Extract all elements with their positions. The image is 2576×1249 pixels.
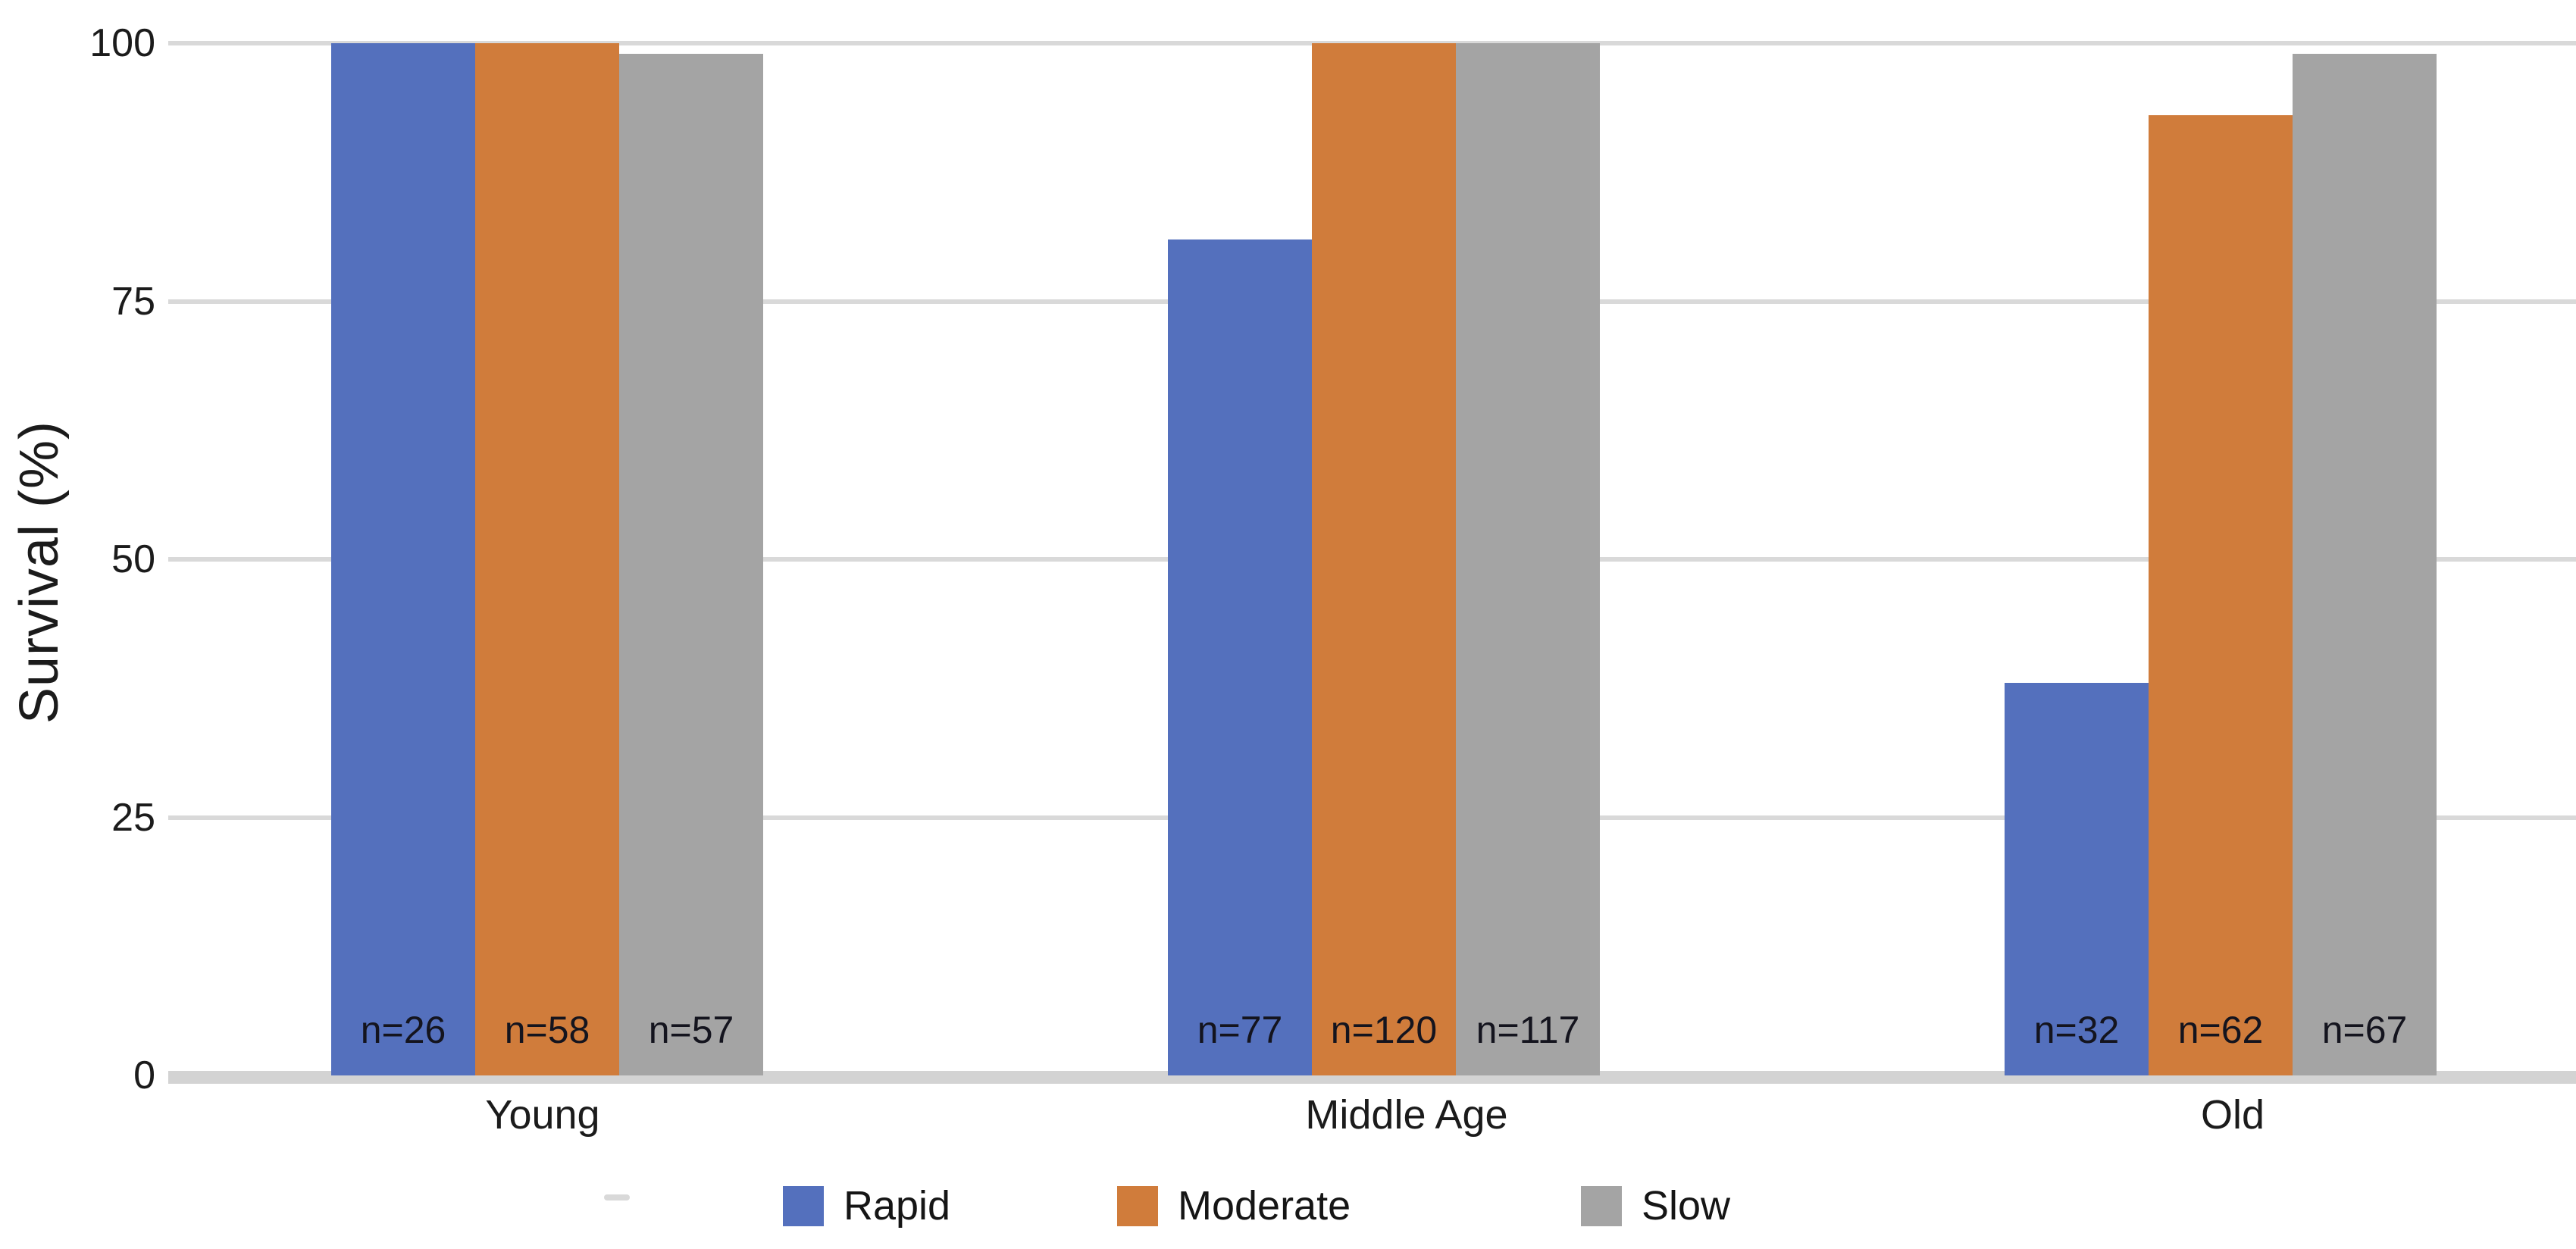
legend-swatch-rapid xyxy=(783,1186,824,1226)
y-tick-label-100: 100 xyxy=(89,21,155,65)
n-count-label: n=26 xyxy=(360,1009,446,1051)
n-count-label: n=117 xyxy=(1476,1009,1580,1051)
legend-swatch-moderate xyxy=(1117,1186,1158,1226)
n-count-label: n=58 xyxy=(504,1009,590,1051)
n-count-label: n=32 xyxy=(2033,1009,2120,1051)
bar-old-moderate xyxy=(2149,115,2293,1075)
y-tick-label-50: 50 xyxy=(111,537,155,581)
bar-young-rapid xyxy=(331,43,475,1075)
y-tick-label-25: 25 xyxy=(111,796,155,840)
x-category-label-young: Young xyxy=(485,1092,600,1138)
n-count-label: n=77 xyxy=(1197,1009,1283,1051)
legend-label-slow: Slow xyxy=(1642,1183,1731,1229)
n-count-label: n=120 xyxy=(1330,1009,1438,1051)
x-category-label-middle-age: Middle Age xyxy=(1305,1092,1508,1138)
bar-middle-age-slow xyxy=(1456,43,1600,1075)
smudge-artifact xyxy=(604,1194,630,1200)
bar-old-rapid xyxy=(2005,683,2149,1075)
x-axis-line xyxy=(168,1071,2576,1084)
bar-old-slow xyxy=(2293,54,2437,1075)
n-count-label: n=62 xyxy=(2177,1009,2264,1051)
legend-swatch-slow xyxy=(1581,1186,1622,1226)
y-tick-label-0: 0 xyxy=(133,1053,155,1097)
n-count-label: n=67 xyxy=(2321,1009,2408,1051)
bar-middle-age-moderate xyxy=(1312,43,1456,1075)
n-count-label: n=57 xyxy=(648,1009,734,1051)
legend-label-moderate: Moderate xyxy=(1178,1183,1351,1229)
legend-label-rapid: Rapid xyxy=(844,1183,951,1229)
bar-middle-age-rapid xyxy=(1168,239,1312,1075)
bar-young-slow xyxy=(619,54,763,1075)
x-category-label-old: Old xyxy=(2200,1092,2265,1138)
bar-young-moderate xyxy=(475,43,619,1075)
y-tick-label-75: 75 xyxy=(111,280,155,324)
